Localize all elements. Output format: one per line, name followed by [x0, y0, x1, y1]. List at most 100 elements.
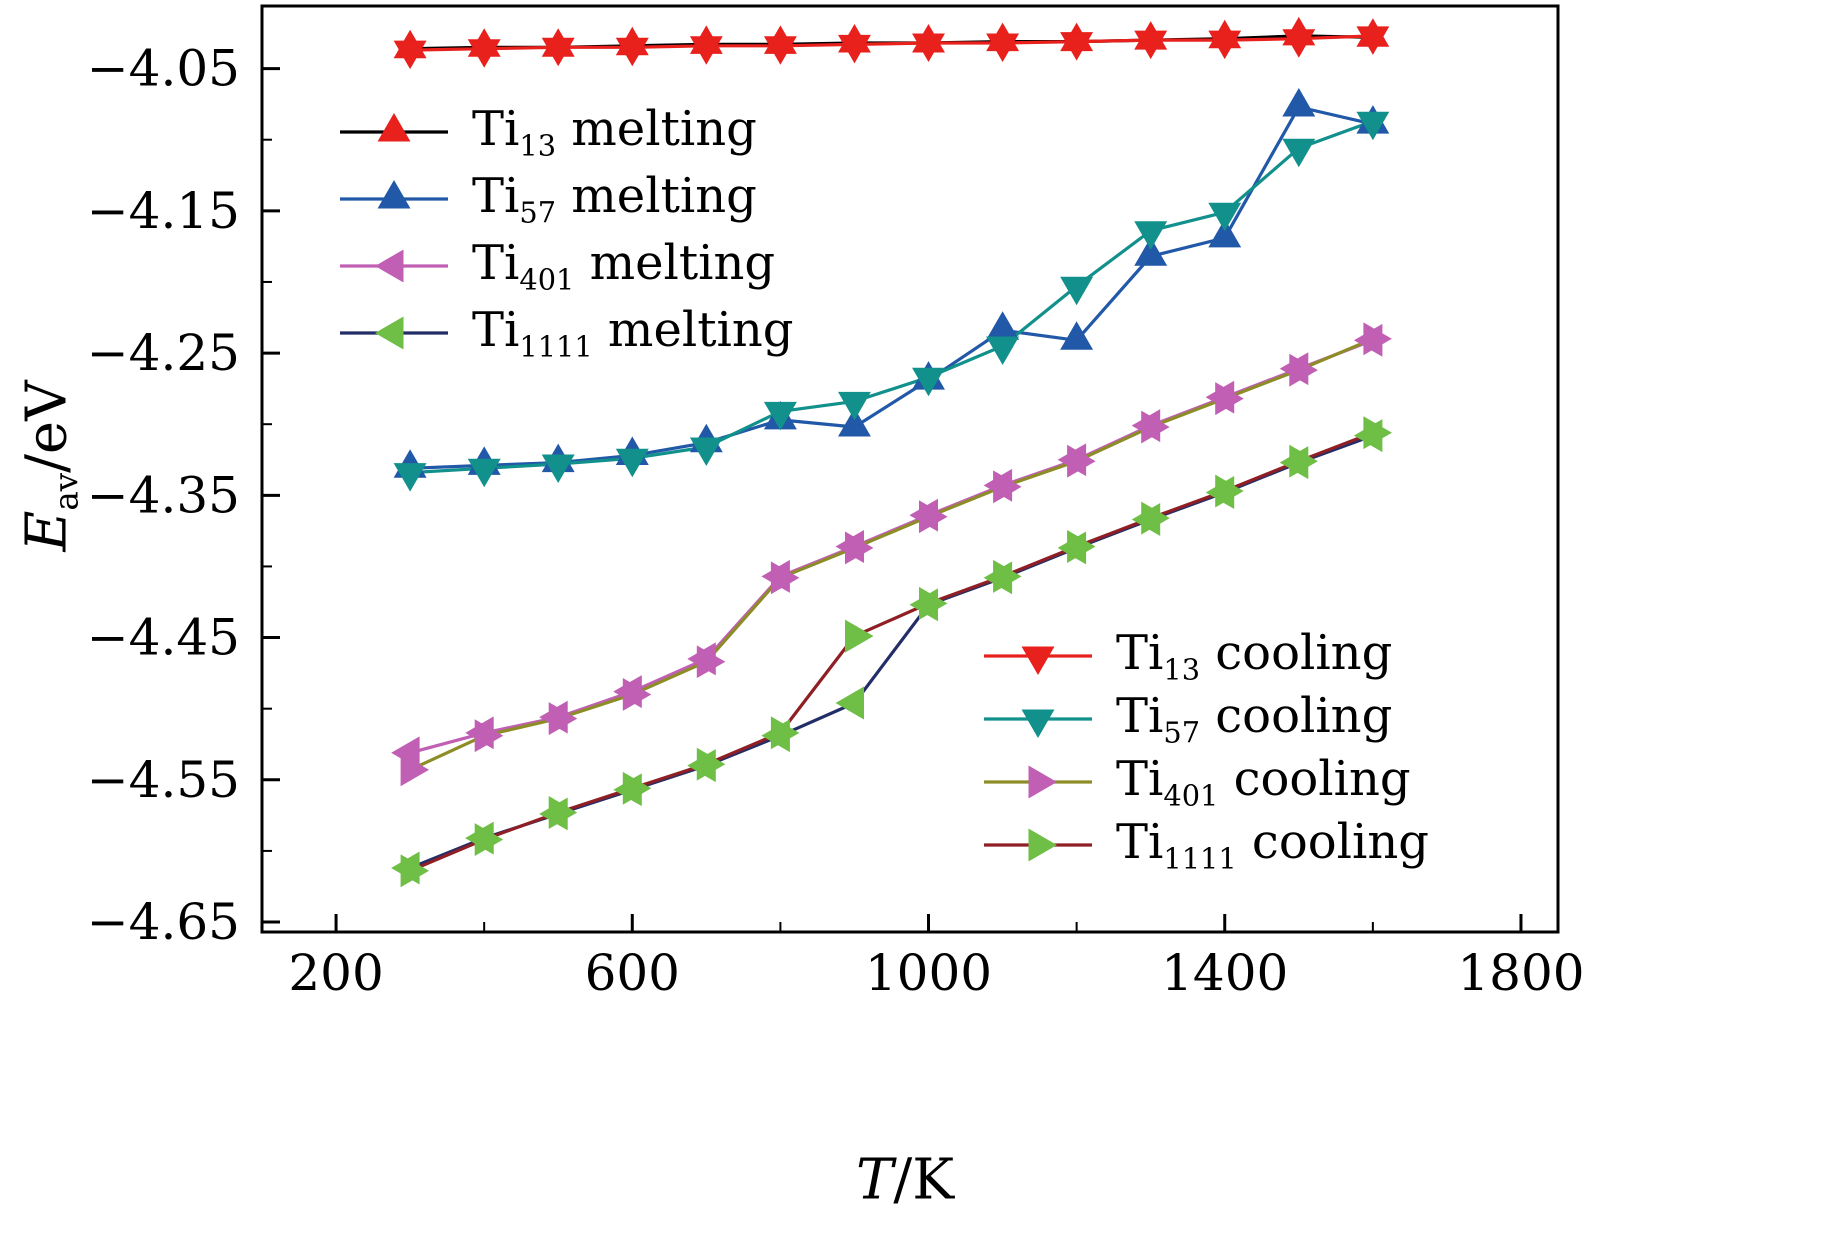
- legend-sample-glyph: [984, 709, 1092, 738]
- data-point-marker: [770, 561, 800, 595]
- y-tick-label: −4.25: [87, 324, 240, 382]
- legend-item-ti1111-cooling: Ti1111 cooling: [982, 813, 1429, 876]
- series-markers-ti13-cooling: [393, 26, 1390, 70]
- data-point-marker: [1363, 416, 1392, 450]
- legend-text: Ti: [1116, 624, 1164, 681]
- legend-item-ti13-melting: Ti13 melting: [338, 98, 793, 165]
- series-line-ti401-cooling: [408, 337, 1375, 772]
- legend-sample-glyph: [340, 249, 448, 282]
- data-point-marker: [689, 437, 723, 467]
- y-tick-label: −4.65: [87, 893, 240, 951]
- legend-label-ti57-cooling: Ti57 cooling: [1116, 688, 1392, 750]
- data-point-marker: [1134, 30, 1168, 60]
- data-point-marker: [1134, 237, 1168, 266]
- legend-label-ti13-melting: Ti13 melting: [472, 101, 757, 163]
- data-point-marker: [1208, 218, 1242, 248]
- data-point-marker: [770, 716, 800, 750]
- data-point-marker: [1067, 530, 1096, 563]
- legend-sample-marker: [1028, 765, 1057, 798]
- legend-item-ti401-melting: Ti401 melting: [338, 232, 793, 299]
- legend-label-ti57-melting: Ti57 melting: [472, 168, 757, 230]
- legend-text: Ti: [472, 167, 520, 224]
- data-point-marker: [1289, 444, 1318, 478]
- legend-sample-glyph: [984, 646, 1092, 675]
- data-point-marker: [919, 500, 948, 534]
- data-point-marker: [696, 645, 726, 679]
- legend-marker-sample-ti1111-cooling: [982, 823, 1094, 867]
- data-point-marker: [1208, 30, 1242, 60]
- data-point-marker: [1356, 111, 1390, 141]
- ylabel-subscript: av: [47, 472, 86, 511]
- legend-text: Ti: [1116, 750, 1164, 807]
- legend-text: Ti: [472, 234, 520, 291]
- data-point-marker: [1141, 501, 1170, 535]
- data-point-marker: [467, 39, 501, 68]
- x-axis-label: T/K: [856, 1148, 954, 1213]
- data-point-marker: [1282, 88, 1316, 117]
- legend-text: Ti: [1116, 813, 1164, 870]
- legend-text: melting: [592, 301, 794, 358]
- legend-item-ti57-melting: Ti57 melting: [338, 165, 793, 232]
- y-tick-label: −4.15: [87, 182, 240, 240]
- data-point-marker: [845, 531, 874, 565]
- y-tick-label: −4.55: [87, 751, 240, 809]
- legend-text: cooling: [1200, 687, 1393, 744]
- data-point-marker: [541, 454, 575, 483]
- ylabel-units: /eV: [14, 380, 80, 473]
- x-tick-label: 1000: [865, 944, 992, 1002]
- legend-marker-sample-ti401-melting: [338, 244, 450, 288]
- data-point-marker: [838, 407, 871, 437]
- data-point-marker: [622, 771, 652, 805]
- data-point-marker: [1208, 202, 1242, 232]
- xlabel-units: /K: [893, 1147, 955, 1213]
- legend-label-ti1111-melting: Ti1111 melting: [472, 302, 793, 364]
- legend-sample-glyph: [984, 828, 1092, 861]
- legend-text: Ti: [472, 100, 520, 157]
- data-point-marker: [1060, 32, 1094, 61]
- legend-sample-glyph: [340, 112, 448, 141]
- legend-subscript: 57: [1163, 715, 1201, 750]
- data-point-marker: [1289, 353, 1318, 387]
- data-point-marker: [1215, 474, 1244, 508]
- legend-label-ti401-cooling: Ti401 cooling: [1116, 751, 1411, 813]
- x-tick-label: 1400: [1161, 944, 1288, 1002]
- data-point-marker: [986, 336, 1020, 365]
- data-point-marker: [912, 33, 945, 62]
- legend-subscript: 57: [519, 195, 557, 230]
- data-point-marker: [835, 686, 864, 720]
- legend-marker-sample-ti1111-melting: [338, 311, 450, 355]
- data-point-marker: [1141, 410, 1170, 444]
- data-point-marker: [838, 34, 871, 64]
- legend-text: Ti: [472, 301, 520, 358]
- tick-labels: 200 600 1000 1400 1800 −4.05 −4.15 −4.25 −4.35 −4…: [87, 40, 1585, 1002]
- data-point-marker: [1356, 26, 1390, 55]
- data-point-marker: [986, 33, 1020, 62]
- data-point-marker: [993, 559, 1022, 593]
- data-point-marker: [1215, 382, 1244, 416]
- data-point-marker: [1282, 29, 1316, 58]
- data-point-marker: [474, 719, 504, 753]
- data-point-marker: [622, 678, 652, 711]
- data-point-marker: [919, 586, 948, 620]
- legend-subscript: 13: [1163, 652, 1201, 687]
- series-line-ti57-cooling: [408, 119, 1375, 475]
- legend-sample-glyph: [340, 179, 448, 208]
- legend-item-ti1111-melting: Ti1111 melting: [338, 299, 793, 366]
- legend-subscript: 401: [1163, 778, 1219, 813]
- data-point-marker: [393, 40, 427, 70]
- legend-marker-sample-ti57-melting: [338, 177, 450, 221]
- legend-text: melting: [556, 167, 757, 224]
- data-point-marker: [393, 463, 427, 492]
- plot-frame: [260, 4, 1560, 934]
- legend-sample-marker: [1028, 828, 1057, 861]
- legend-sample-marker: [1021, 646, 1055, 675]
- axis-ticks: [262, 67, 1523, 932]
- data-point-marker: [993, 470, 1022, 504]
- legend-cooling: Ti13 cooling Ti57 cooling Ti401 cooling …: [982, 624, 1429, 876]
- data-point-marker: [615, 37, 649, 67]
- x-tick-label: 1800: [1457, 944, 1584, 1002]
- legend-text: cooling: [1236, 813, 1429, 870]
- ylabel-symbol: E: [14, 510, 80, 552]
